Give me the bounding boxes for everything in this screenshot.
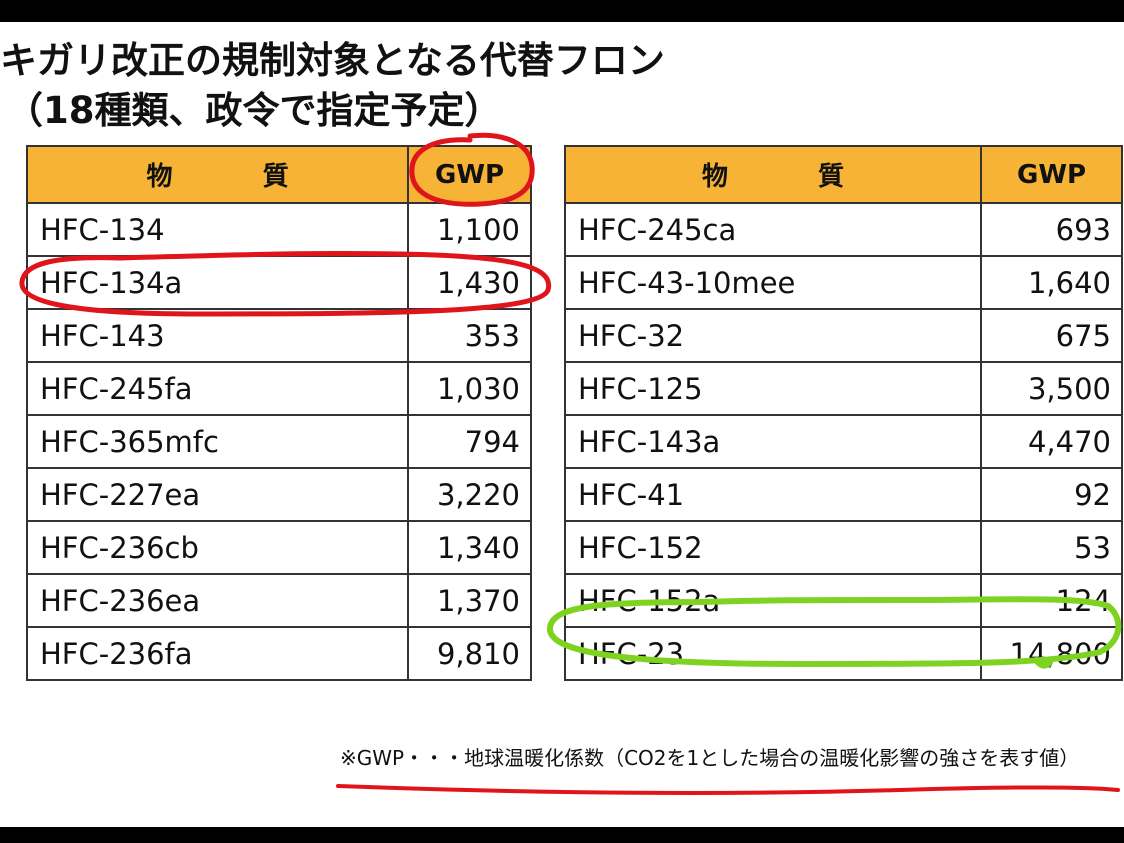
substance-cell: HFC-236ea [25,573,410,628]
gwp-cell: 124 [980,573,1123,628]
substance-cell: HFC-236cb [25,520,410,575]
table-row: HFC-152a 124 [563,573,1123,628]
gwp-cell: 675 [980,308,1123,363]
table-row: HFC-152 53 [563,520,1123,575]
table-row: HFC-125 3,500 [563,361,1123,416]
substance-header-char-2: 質 [818,162,845,192]
gwp-cell: 1,100 [407,202,532,257]
gwp-cell: 4,470 [980,414,1123,469]
gwp-cell: 92 [980,467,1123,522]
table-row: HFC-134a 1,430 [25,255,532,310]
title-line-1: キガリ改正の規制対象となる代替フロン [0,39,665,82]
gwp-cell: 794 [407,414,532,469]
gwp-cell: 1,340 [407,520,532,575]
slide: キガリ改正の規制対象となる代替フロン （18種類、政令で指定予定） 物質 GWP… [0,22,1124,827]
gwp-cell: 1,430 [407,255,532,310]
table-row: HFC-32 675 [563,308,1123,363]
table-row: HFC-365mfc 794 [25,414,532,469]
gwp-cell: 14,800 [980,626,1123,681]
table-row: HFC-236ea 1,370 [25,573,532,628]
table-row: HFC-134 1,100 [25,202,532,257]
substance-cell: HFC-32 [563,308,983,363]
substance-header-char-2: 質 [262,162,289,192]
table-row: HFC-43-10mee 1,640 [563,255,1123,310]
title-line-2: （18種類、政令で指定予定） [6,89,502,132]
substance-cell: HFC-125 [563,361,983,416]
substance-cell: HFC-245fa [25,361,410,416]
gwp-cell: 3,220 [407,467,532,522]
gwp-header: GWP [407,145,532,204]
gwp-cell: 53 [980,520,1123,575]
gwp-cell: 353 [407,308,532,363]
gwp-table-left: 物質 GWP HFC-134 1,100 HFC-134a 1,430 HFC-14… [25,145,532,681]
gwp-cell: 693 [980,202,1123,257]
page-title: キガリ改正の規制対象となる代替フロン （18種類、政令で指定予定） [0,36,665,136]
substance-header-char-1: 物 [702,162,729,192]
substance-cell: HFC-365mfc [25,414,410,469]
substance-cell: HFC-152 [563,520,983,575]
gwp-table-right: 物質 GWP HFC-245ca 693 HFC-43-10mee 1,640 HF… [563,145,1123,681]
gwp-cell: 1,370 [407,573,532,628]
table-header-row: 物質 GWP [25,145,532,204]
gwp-cell: 1,030 [407,361,532,416]
table-row: HFC-41 92 [563,467,1123,522]
substance-cell: HFC-245ca [563,202,983,257]
substance-cell: HFC-134 [25,202,410,257]
substance-header: 物質 [25,145,410,204]
substance-cell: HFC-152a [563,573,983,628]
substance-cell: HFC-134a [25,255,410,310]
substance-cell: HFC-43-10mee [563,255,983,310]
table-header-row: 物質 GWP [563,145,1123,204]
substance-cell: HFC-143 [25,308,410,363]
table-row: HFC-236fa 9,810 [25,626,532,681]
table-row: HFC-245ca 693 [563,202,1123,257]
gwp-cell: 3,500 [980,361,1123,416]
substance-cell: HFC-227ea [25,467,410,522]
table-row: HFC-23 14,800 [563,626,1123,681]
table-row: HFC-245fa 1,030 [25,361,532,416]
substance-cell: HFC-236fa [25,626,410,681]
table-row: HFC-143 353 [25,308,532,363]
gwp-cell: 9,810 [407,626,532,681]
table-row: HFC-143a 4,470 [563,414,1123,469]
substance-cell: HFC-23 [563,626,983,681]
substance-header: 物質 [563,145,983,204]
table-row: HFC-227ea 3,220 [25,467,532,522]
gwp-cell: 1,640 [980,255,1123,310]
substance-cell: HFC-41 [563,467,983,522]
table-row: HFC-236cb 1,340 [25,520,532,575]
substance-header-char-1: 物 [146,162,173,192]
gwp-footnote: ※GWP・・・地球温暖化係数（CO2を1とした場合の温暖化影響の強さを表す値） [340,746,1080,770]
substance-cell: HFC-143a [563,414,983,469]
gwp-header: GWP [980,145,1123,204]
